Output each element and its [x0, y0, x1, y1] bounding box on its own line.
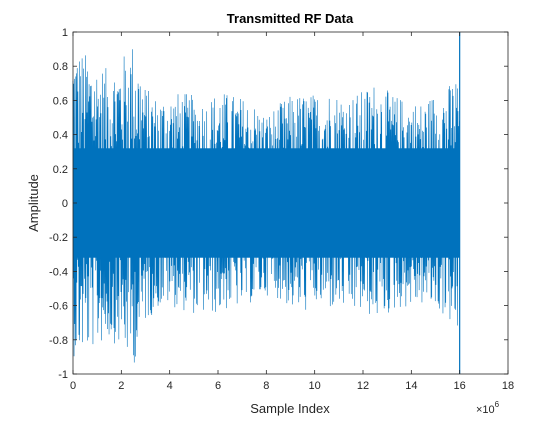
y-axis-label: Amplitude — [26, 174, 41, 232]
y-tick-label: -1 — [58, 369, 68, 381]
signal-layer — [72, 32, 461, 374]
x-axis-label: Sample Index — [250, 401, 330, 416]
y-tick-label: 0.8 — [53, 61, 68, 73]
x-axis-ticks: 0 2 4 6 8 10 12 14 16 18 — [70, 32, 514, 392]
x-axis-exponent-base: ×10 — [476, 404, 495, 416]
x-tick-label: 0 — [70, 380, 76, 392]
y-tick-label: 0.2 — [53, 164, 68, 176]
x-tick-label: 14 — [405, 380, 417, 392]
x-tick-label: 4 — [167, 380, 173, 392]
x-tick-label: 12 — [357, 380, 369, 392]
x-tick-label: 2 — [118, 380, 124, 392]
y-tick-label: 0.4 — [53, 130, 68, 142]
y-axis-ticks: -1 -0.8 -0.6 -0.4 -0.2 0 0.2 0.4 0.6 0.8 1 — [49, 27, 508, 381]
y-tick-label: -0.8 — [49, 335, 68, 347]
y-tick-label: -0.2 — [49, 232, 68, 244]
y-tick-label: 0 — [62, 198, 68, 210]
x-axis-exponent-power: 6 — [495, 400, 500, 409]
x-tick-label: 10 — [309, 380, 321, 392]
signal-series-line — [72, 49, 460, 363]
signal-dense-core — [73, 148, 460, 258]
x-tick-label: 18 — [502, 380, 514, 392]
x-axis-exponent: ×106 — [476, 400, 500, 416]
x-tick-label: 6 — [215, 380, 221, 392]
y-tick-label: -0.6 — [49, 301, 68, 313]
y-tick-label: -0.4 — [49, 266, 68, 278]
x-tick-label: 16 — [454, 380, 466, 392]
x-tick-label: 8 — [263, 380, 269, 392]
chart-title: Transmitted RF Data — [227, 11, 354, 26]
y-tick-label: 1 — [62, 27, 68, 39]
y-tick-label: 0.6 — [53, 95, 68, 107]
